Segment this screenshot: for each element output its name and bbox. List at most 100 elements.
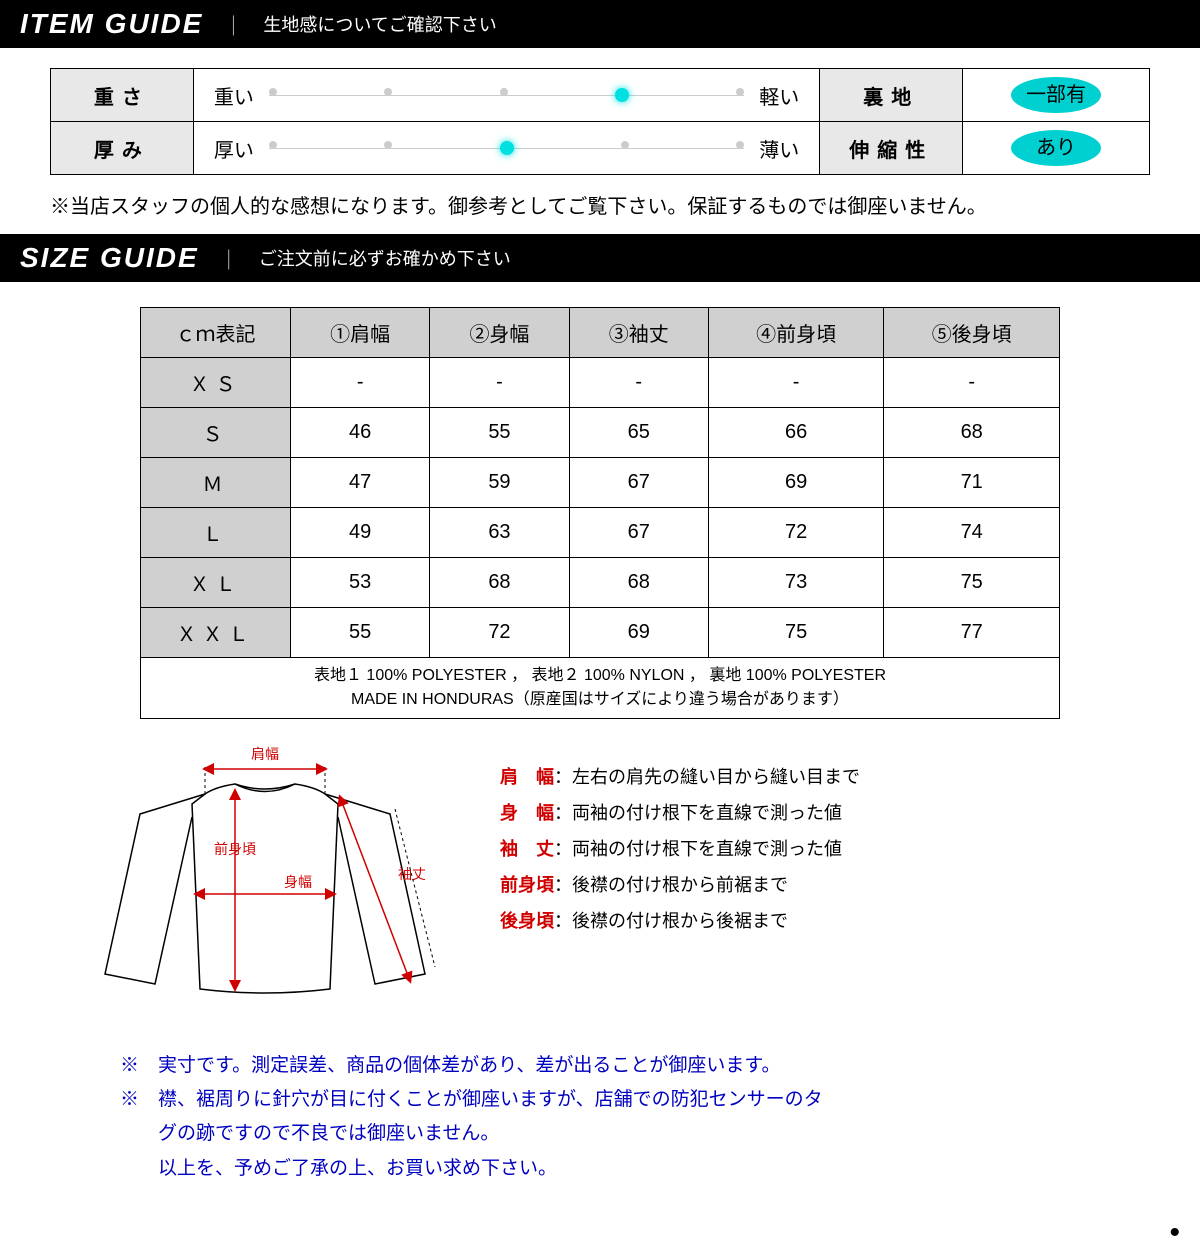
size-label: ＸＳ (141, 358, 291, 408)
size-value: 74 (884, 508, 1060, 558)
size-value: 77 (884, 608, 1060, 658)
size-value: 72 (430, 608, 569, 658)
item-row: 厚み厚い薄い伸縮性 あり (51, 122, 1150, 175)
size-row: Ｌ4963677274 (141, 508, 1060, 558)
bottom-dot: • (0, 1216, 1200, 1250)
size-label: Ｍ (141, 458, 291, 508)
legend-row: 後身頃：後襟の付け根から後裾まで (500, 903, 860, 939)
size-column-header: ①肩幅 (291, 308, 430, 358)
size-value: 63 (430, 508, 569, 558)
footer-note-3: 以上を、予めご了承の上、お買い求め下さい。 (120, 1152, 1080, 1186)
legend-desc: ：両袖の付け根下を直線で測った値 (554, 803, 842, 823)
diagram-section: 肩幅 身幅 前身頃 袖丈 肩 幅：左右の肩先の縫い目から縫い目まで身 幅：両袖の… (0, 729, 1200, 1039)
legend-row: 袖 丈：両袖の付け根下を直線で測った値 (500, 831, 860, 867)
size-label: Ｓ (141, 408, 291, 458)
scale-dot (621, 141, 629, 149)
legend-label: 袖 丈 (500, 839, 554, 859)
legend-desc: ：両袖の付け根下を直線で測った値 (554, 839, 842, 859)
legend-label: 身 幅 (500, 803, 554, 823)
scale-dot-active (500, 141, 514, 155)
size-value: - (430, 358, 569, 408)
scale-track (269, 85, 744, 105)
item-guide-table: 重さ重い軽い裏地一部有厚み厚い薄い伸縮性あり (50, 68, 1150, 175)
diagram-label-mi: 身幅 (284, 874, 312, 890)
legend-row: 肩 幅：左右の肩先の縫い目から縫い目まで (500, 759, 860, 795)
size-value: 75 (884, 558, 1060, 608)
legend-label: 肩 幅 (500, 767, 554, 787)
legend-desc: ：後襟の付け根から前裾まで (554, 875, 788, 895)
size-row: Ｓ4655656668 (141, 408, 1060, 458)
item-guide-note: ※当店スタッフの個人的な感想になります。御参考としてご覧下さい。保証するものでは… (0, 185, 1200, 234)
size-value: - (291, 358, 430, 408)
measurement-legend: 肩 幅：左右の肩先の縫い目から縫い目まで身 幅：両袖の付け根下を直線で測った値袖… (500, 739, 860, 939)
size-column-header: ③袖丈 (569, 308, 708, 358)
size-guide-header: SIZE GUIDE ｜ ご注文前に必ずお確かめ下さい (0, 234, 1200, 282)
legend-desc: ：後襟の付け根から後裾まで (554, 911, 788, 931)
footer-notes: ※ 実寸です。測定誤差、商品の個体差があり、差が出ることが御座います。 ※ 襟、… (0, 1039, 1200, 1216)
size-value: 67 (569, 508, 708, 558)
material-row: 表地１ 100% POLYESTER ， 表地２ 100% NYLON ， 裏地… (141, 658, 1060, 719)
size-value: 69 (569, 608, 708, 658)
size-label: ＸＬ (141, 558, 291, 608)
scale-dot (500, 88, 508, 96)
diagram-label-kata: 肩幅 (251, 746, 279, 762)
oval-badge: 一部有 (1011, 77, 1101, 113)
divider: ｜ (223, 10, 243, 39)
scale-dot-active (615, 88, 629, 102)
size-value: 53 (291, 558, 430, 608)
scale-dot (384, 88, 392, 96)
size-guide-title: SIZE GUIDE (20, 242, 199, 274)
scale-track (269, 138, 744, 158)
size-row: Ｍ4759676971 (141, 458, 1060, 508)
size-value: - (708, 358, 883, 408)
size-value: 68 (569, 558, 708, 608)
divider: ｜ (219, 244, 239, 273)
scale-cell: 厚い薄い (193, 122, 819, 175)
prop-label: 伸縮性 (820, 122, 963, 175)
item-guide-subtitle: 生地感についてご確認下さい (263, 11, 496, 37)
scale-cell: 重い 軽い (193, 69, 819, 122)
item-label: 重さ (51, 69, 194, 122)
item-label: 厚み (51, 122, 194, 175)
size-value: 55 (430, 408, 569, 458)
size-column-header: ｃｍ表記 (141, 308, 291, 358)
prop-value-cell: あり (963, 122, 1150, 175)
size-value: - (569, 358, 708, 408)
scale-left-label: 厚い (214, 134, 254, 163)
size-value: 47 (291, 458, 430, 508)
legend-label: 後身頃 (500, 911, 554, 931)
footer-note-2a: ※ 襟、裾周りに針穴が目に付くことが御座いますが、店舗での防犯センサーのタ (120, 1083, 1080, 1117)
legend-desc: ：左右の肩先の縫い目から縫い目まで (554, 767, 860, 787)
scale-dot (736, 141, 744, 149)
scale-dot (384, 141, 392, 149)
legend-row: 前身頃：後襟の付け根から前裾まで (500, 867, 860, 903)
size-value: 73 (708, 558, 883, 608)
scale-dot (269, 88, 277, 96)
size-value: 72 (708, 508, 883, 558)
size-value: 75 (708, 608, 883, 658)
item-guide-title: ITEM GUIDE (20, 8, 203, 40)
size-column-header: ②身幅 (430, 308, 569, 358)
oval-badge: あり (1011, 130, 1101, 166)
size-label: ＸＸＬ (141, 608, 291, 658)
scale-dot (269, 141, 277, 149)
scale-left-label: 重い (214, 81, 254, 110)
size-value: 71 (884, 458, 1060, 508)
size-row: ＸＸＬ5572697577 (141, 608, 1060, 658)
size-value: 59 (430, 458, 569, 508)
footer-note-2b: グの跡ですので不良では御座いません。 (120, 1117, 1080, 1151)
scale-right-label: 軽い (759, 81, 799, 110)
size-label: Ｌ (141, 508, 291, 558)
legend-row: 身 幅：両袖の付け根下を直線で測った値 (500, 795, 860, 831)
size-value: 66 (708, 408, 883, 458)
size-value: 55 (291, 608, 430, 658)
size-guide-subtitle: ご注文前に必ずお確かめ下さい (259, 245, 511, 271)
scale-dot (736, 88, 744, 96)
size-column-header: ⑤後身頃 (884, 308, 1060, 358)
size-value: 68 (884, 408, 1060, 458)
size-row: ＸＬ5368687375 (141, 558, 1060, 608)
prop-value-cell: 一部有 (963, 69, 1150, 122)
size-value: 68 (430, 558, 569, 608)
size-row: ＸＳ----- (141, 358, 1060, 408)
footer-note-1: ※ 実寸です。測定誤差、商品の個体差があり、差が出ることが御座います。 (120, 1049, 1080, 1083)
